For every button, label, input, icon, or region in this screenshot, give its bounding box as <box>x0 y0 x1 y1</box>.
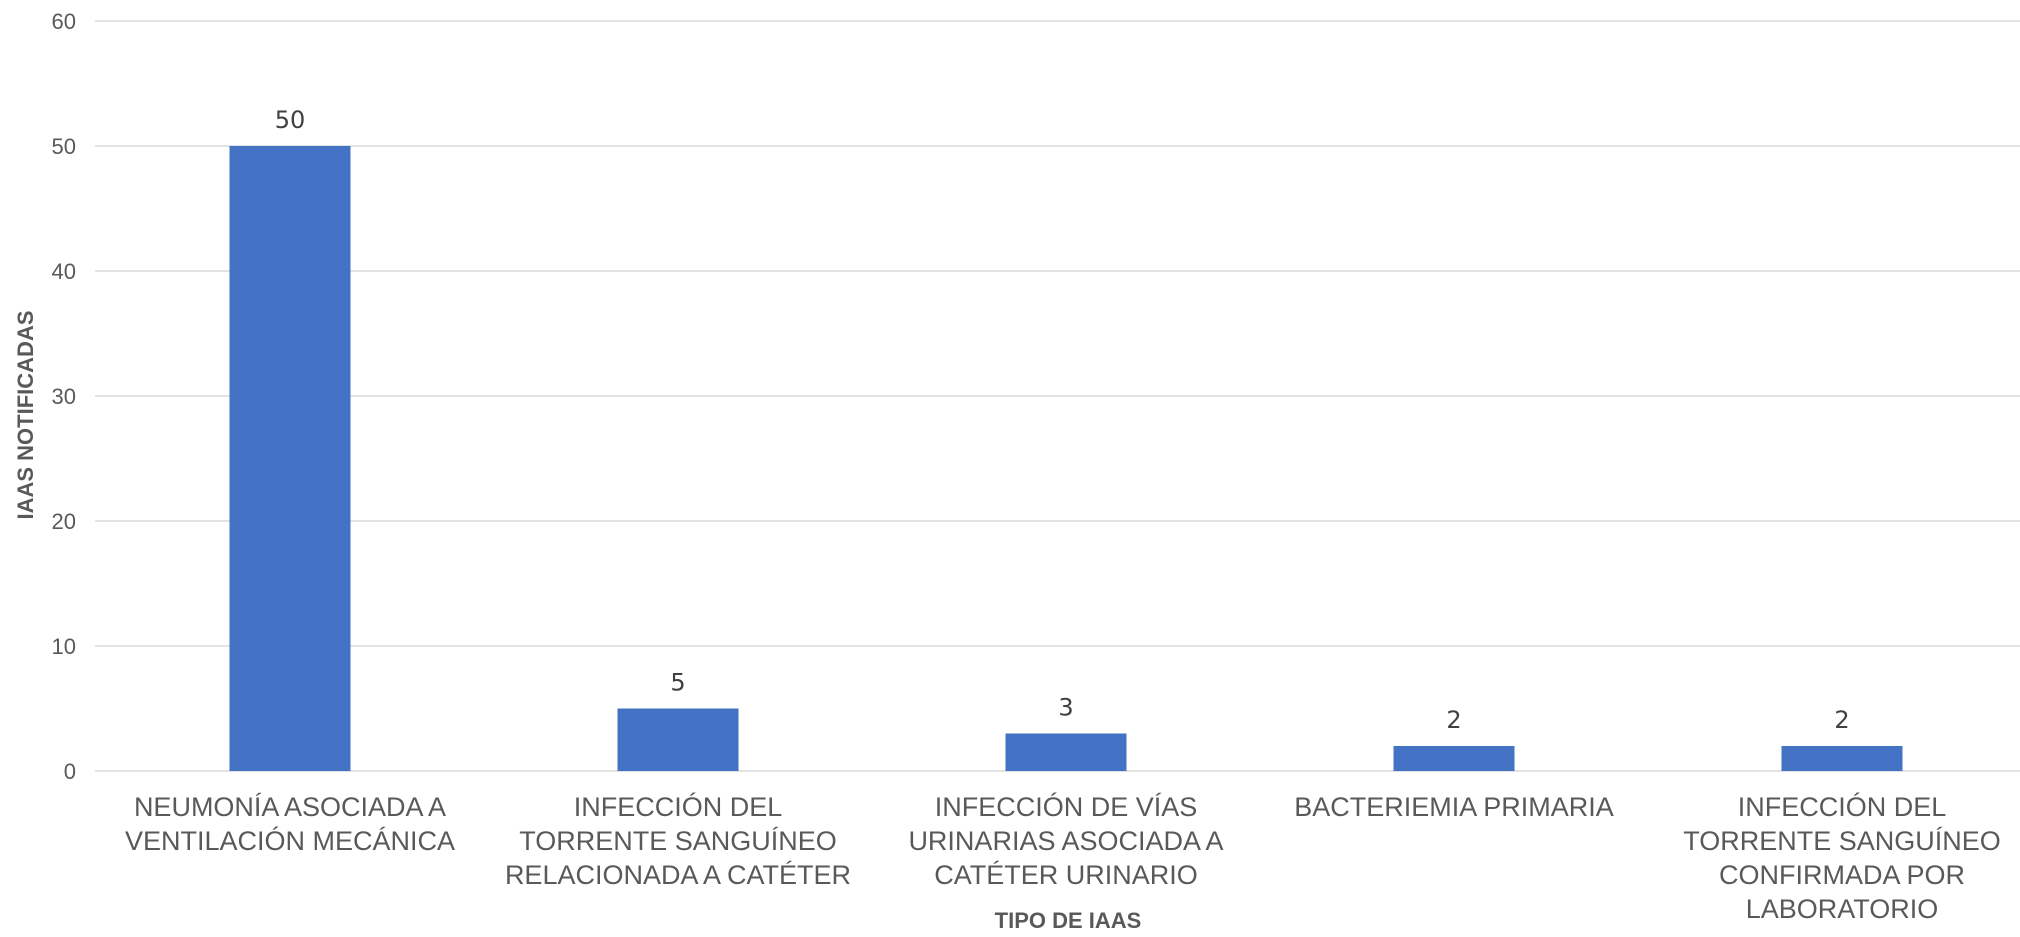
x-tick-label-line: TORRENTE SANGUÍNEO <box>519 826 837 856</box>
bar <box>229 146 351 771</box>
bar <box>617 708 739 771</box>
x-tick-label-line: NEUMONÍA ASOCIADA A <box>134 792 446 822</box>
y-tick-label: 40 <box>52 259 76 284</box>
x-tick-label-line: CATÉTER URINARIO <box>934 860 1198 890</box>
x-tick-label: INFECCIÓN DE VÍAS URINARIAS ASOCIADA A CAT… <box>908 791 1223 890</box>
x-tick-label-line: TORRENTE SANGUÍNEO <box>1683 826 2001 856</box>
data-label: 50 <box>275 106 306 134</box>
x-tick-label-line: INFECCIÓN DEL <box>1738 791 1947 822</box>
x-tick-label-line: URINARIAS ASOCIADA A <box>908 826 1223 856</box>
x-tick-label-line: LABORATORIO <box>1746 894 1939 924</box>
bar <box>1005 733 1127 771</box>
bar <box>1781 746 1903 771</box>
y-tick-label: 0 <box>64 759 76 784</box>
x-tick-label-line: INFECCIÓN DEL <box>574 791 783 822</box>
gridlines <box>95 20 2020 772</box>
bars <box>229 146 1903 771</box>
x-tick-label-line: VENTILACIÓN MECÁNICA <box>125 825 455 856</box>
x-tick-label-line: BACTERIEMIA PRIMARIA <box>1294 792 1614 822</box>
y-tick-label: 20 <box>52 509 76 534</box>
data-label: 5 <box>670 669 685 697</box>
bar <box>1393 746 1515 771</box>
x-tick-label-line: CONFIRMADA POR <box>1719 860 1965 890</box>
x-tick-label-line: INFECCIÓN DE VÍAS <box>935 791 1198 822</box>
data-label: 3 <box>1058 694 1073 722</box>
x-tick-label: BACTERIEMIA PRIMARIA <box>1294 792 1614 822</box>
x-axis-title: TIPO DE IAAS <box>995 908 1142 932</box>
y-axis-ticks: 0 10 20 30 40 50 60 <box>52 9 76 784</box>
x-tick-label: INFECCIÓN DEL TORRENTE SANGUÍNEO CONFIRMAD… <box>1683 791 2001 924</box>
x-tick-label: NEUMONÍA ASOCIADA A VENTILACIÓN MECÁNICA <box>125 792 455 856</box>
y-tick-label: 50 <box>52 134 76 159</box>
x-tick-label-line: RELACIONADA A CATÉTER <box>505 860 851 890</box>
x-tick-label: INFECCIÓN DEL TORRENTE SANGUÍNEO RELACIONA… <box>505 791 851 890</box>
y-tick-label: 10 <box>52 634 76 659</box>
x-axis-categories: NEUMONÍA ASOCIADA A VENTILACIÓN MECÁNICA I… <box>125 791 2001 924</box>
y-tick-label: 60 <box>52 9 76 34</box>
y-axis-title: IAAS NOTIFICADAS <box>13 311 38 520</box>
data-labels: 50 5 3 2 2 <box>275 106 1850 734</box>
data-label: 2 <box>1834 706 1849 734</box>
data-label: 2 <box>1446 706 1461 734</box>
y-tick-label: 30 <box>52 384 76 409</box>
